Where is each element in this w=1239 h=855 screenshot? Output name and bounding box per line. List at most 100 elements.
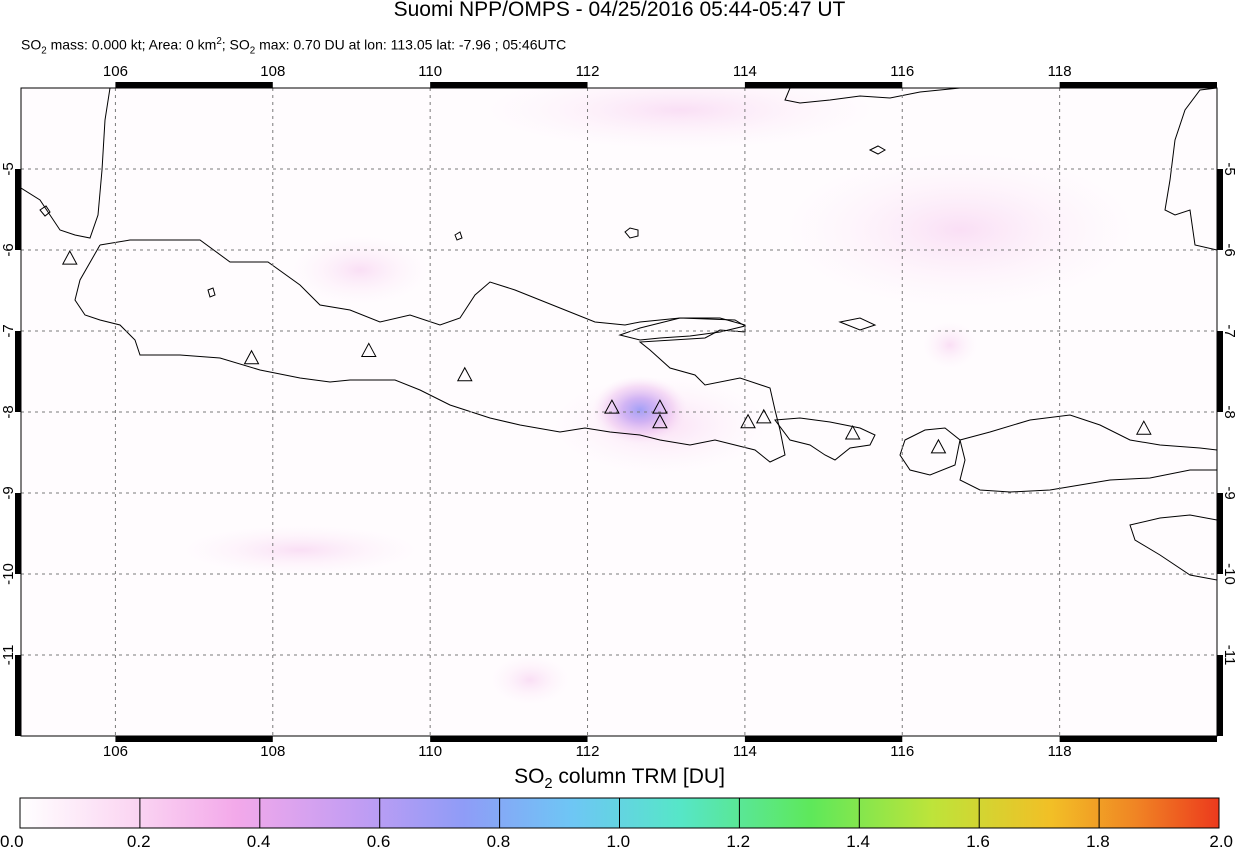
- border-bar-bottom: [430, 736, 588, 742]
- lon-label-bottom: 118: [1048, 743, 1072, 760]
- area-superscript: 2: [216, 36, 222, 47]
- lat-label-left: -6: [0, 243, 17, 256]
- lat-label-right: -7: [1221, 324, 1238, 337]
- sumbawa-coast: [959, 414, 1217, 493]
- sumatra-coast: [21, 88, 111, 239]
- lat-label-right: -6: [1221, 243, 1238, 256]
- gridlines: [21, 88, 1217, 736]
- small-island-2: [868, 145, 887, 155]
- lat-label-right: -11: [1221, 645, 1238, 666]
- colorbar-label: 0.0: [0, 832, 24, 851]
- colorbar-label: 0.2: [126, 832, 151, 851]
- border-bar-left: [15, 169, 21, 250]
- lat-label-left: -11: [0, 645, 17, 666]
- border-bar-top: [115, 82, 273, 88]
- kangean-island: [838, 317, 877, 331]
- so2-plume-max: [592, 376, 688, 444]
- lat-label-left: -8: [0, 405, 17, 418]
- volcano-triangle-icon: [604, 399, 620, 414]
- small-island-4: [454, 231, 463, 241]
- lat-label-left: -9: [0, 486, 17, 499]
- lat-label-left: -10: [0, 563, 17, 585]
- volcano-triangle-icon: [844, 425, 861, 440]
- so2-haze-e: [922, 321, 978, 369]
- border-bar-right: [1217, 493, 1223, 574]
- lon-label-top: 116: [890, 63, 914, 80]
- so2-label-2: ; SO: [221, 36, 250, 53]
- lat-label-left: -7: [0, 324, 17, 337]
- colorbar-label: 0.4: [246, 832, 271, 851]
- volcano-markers: [61, 250, 1152, 454]
- so2-subscript-2: 2: [249, 45, 256, 57]
- max-info-text: max: 0.70 DU at lon: 113.05 lat: -7.96 ;…: [255, 36, 567, 53]
- small-island-3: [39, 205, 51, 217]
- lon-label-top: 108: [260, 63, 285, 80]
- so2-field: [180, 88, 1140, 705]
- volcano-triangle-icon: [243, 349, 260, 365]
- lon-label-bottom: 114: [733, 743, 757, 760]
- madura-coast: [618, 317, 747, 341]
- axis-labels: 106 106 108 108 110 110 112 112 114 114 116 116 118 1…: [0, 63, 1238, 760]
- volcano-triangle-icon: [652, 399, 668, 414]
- border-bar-right: [1217, 331, 1223, 412]
- bawean-island: [624, 227, 639, 239]
- colorbar-title-prefix: SO: [514, 765, 545, 788]
- border-bar-top: [430, 82, 588, 88]
- volcano-triangle-icon: [456, 366, 473, 382]
- volcano-triangle-icon: [755, 408, 772, 424]
- colorbar-label: 1.0: [606, 832, 631, 851]
- lon-label-top: 118: [1048, 63, 1072, 80]
- so2-haze-w: [290, 235, 430, 305]
- lombok-coast: [899, 427, 961, 476]
- colorbar-label: 1.8: [1086, 832, 1110, 851]
- volcano-triangle-icon: [360, 342, 377, 357]
- so2-label-1: SO: [21, 36, 42, 53]
- colorbar-label: 1.6: [966, 832, 990, 851]
- border-bar-bottom: [744, 736, 903, 742]
- bali-coast: [774, 417, 876, 461]
- colorbar-title: SO2 column TRM [DU]: [0, 765, 1239, 792]
- java-coast: [74, 239, 786, 463]
- so2-haze-n: [480, 88, 880, 150]
- border-bar-left: [15, 331, 21, 412]
- lon-label-top: 110: [418, 63, 442, 80]
- so2-haze-ne: [780, 150, 1140, 310]
- colorbar-label: 0.6: [366, 832, 391, 851]
- volcano-triangle-icon: [61, 250, 78, 265]
- lon-label-bottom: 116: [890, 743, 914, 760]
- volcano-triangle-icon: [740, 413, 756, 429]
- volcano-triangle-icon: [652, 413, 668, 429]
- border-bar-top: [744, 82, 903, 88]
- kalimantan-coast: [784, 88, 961, 104]
- lon-label-bottom: 112: [576, 743, 600, 760]
- sulawesi-coast: [1164, 88, 1217, 251]
- border-bar-left: [15, 655, 21, 736]
- border-bar-left: [15, 493, 21, 574]
- lon-label-top: 112: [576, 63, 600, 80]
- border-bar-bottom: [115, 736, 273, 742]
- map-title: Suomi NPP/OMPS - 04/25/2016 05:44-05:47 …: [393, 0, 846, 21]
- small-island-1: [207, 287, 216, 298]
- border-bar-bottom: [1059, 736, 1217, 742]
- so2-haze-s: [490, 655, 570, 705]
- lat-label-right: -9: [1221, 486, 1238, 499]
- border-bar-top: [1059, 82, 1217, 88]
- mass-area-text: mass: 0.000 kt; Area: 0 km: [46, 36, 217, 53]
- lon-label-top: 106: [103, 63, 128, 80]
- colorbar-ticks: [19, 798, 1220, 828]
- lat-label-right: -5: [1221, 162, 1238, 175]
- map-subtitle: SO2 mass: 0.000 kt; Area: 0 km2; SO2 max…: [21, 36, 566, 56]
- colorbar-label: 0.8: [486, 832, 511, 851]
- so2-subscript-1: 2: [41, 45, 47, 57]
- map-border-bars: [15, 82, 1223, 742]
- volcano-triangle-icon: [930, 438, 947, 454]
- lon-label-bottom: 110: [418, 743, 442, 760]
- lat-label-right: -8: [1221, 405, 1238, 418]
- colorbar-label: 2.0: [1209, 832, 1233, 851]
- so2-haze-sw: [180, 525, 420, 575]
- colorbar-label: 1.2: [726, 832, 751, 851]
- sumba-coast: [1129, 514, 1217, 581]
- lon-label-top: 114: [733, 63, 757, 80]
- lat-label-left: -5: [0, 162, 17, 175]
